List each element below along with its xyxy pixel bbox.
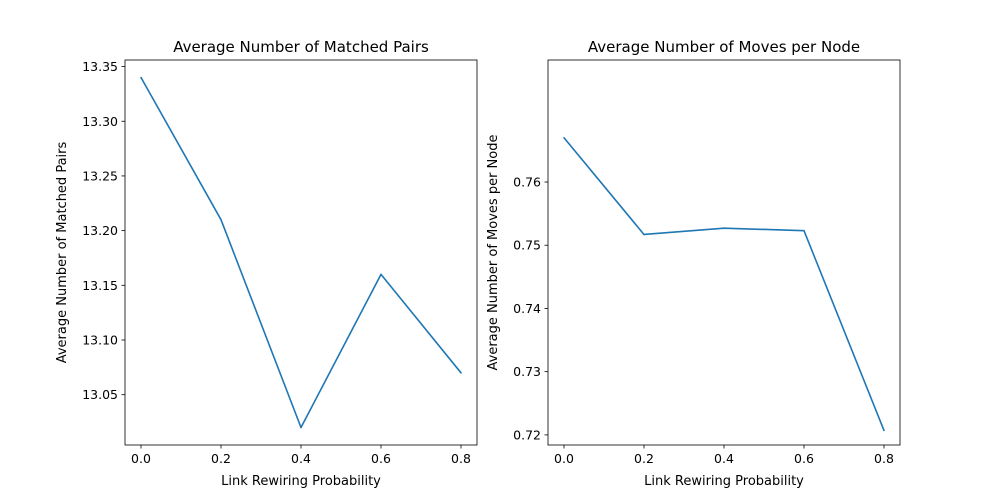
x-tick-label: 0.6 — [371, 451, 391, 466]
series-line — [563, 136, 885, 432]
data-point — [883, 429, 885, 432]
data-point — [220, 218, 222, 221]
chart-title: Average Number of Matched Pairs — [173, 38, 429, 56]
x-tick-label: 0.2 — [211, 451, 231, 466]
series-line — [140, 76, 462, 429]
x-tick-label: 0.8 — [451, 451, 471, 466]
y-tick-label: 13.30 — [82, 114, 118, 129]
x-tick-label: 0.4 — [291, 451, 311, 466]
data-point — [563, 136, 565, 139]
y-tick-label: 13.20 — [82, 223, 118, 238]
y-tick-label: 13.25 — [82, 168, 118, 183]
ticks: 0.0 0.2 0.4 0.6 0.8 13.05 13.10 13.15 13.20 13.25… — [82, 59, 471, 466]
x-tick-label: 0.6 — [794, 451, 814, 466]
data-point — [380, 273, 382, 276]
chart-matched-pairs: Average Number of Matched Pairs Link Rew… — [55, 38, 478, 489]
y-axis-label: Average Number of Moves per Node — [486, 135, 501, 371]
x-axis-label: Link Rewiring Probability — [221, 474, 381, 489]
x-axis-label: Link Rewiring Probability — [644, 474, 804, 489]
data-point — [140, 76, 142, 79]
y-tick-label: 0.73 — [513, 364, 541, 379]
data-point — [300, 426, 302, 429]
x-tick-label: 0.0 — [554, 451, 574, 466]
y-tick-label: 13.10 — [82, 333, 118, 348]
y-tick-label: 0.74 — [513, 301, 541, 316]
ticks: 0.0 0.2 0.4 0.6 0.8 0.72 0.73 0.74 0.75 0.76 — [513, 175, 894, 466]
x-tick-label: 0.8 — [874, 451, 894, 466]
y-tick-label: 0.72 — [513, 427, 541, 442]
y-tick-label: 13.05 — [82, 387, 118, 402]
y-tick-label: 0.76 — [513, 175, 541, 190]
y-tick-label: 13.15 — [82, 278, 118, 293]
data-point — [460, 372, 462, 374]
chart-moves-per-node: Average Number of Moves per Node Link Re… — [486, 38, 901, 489]
y-tick-label: 0.75 — [513, 238, 541, 253]
x-tick-label: 0.4 — [714, 451, 734, 466]
data-point — [803, 229, 805, 232]
data-point — [723, 227, 725, 229]
x-tick-label: 0.0 — [131, 451, 151, 466]
chart-title: Average Number of Moves per Node — [588, 38, 860, 56]
data-point — [643, 233, 645, 236]
y-axis-label: Average Number of Matched Pairs — [55, 142, 70, 364]
x-tick-label: 0.2 — [634, 451, 654, 466]
y-tick-label: 13.35 — [82, 59, 118, 74]
